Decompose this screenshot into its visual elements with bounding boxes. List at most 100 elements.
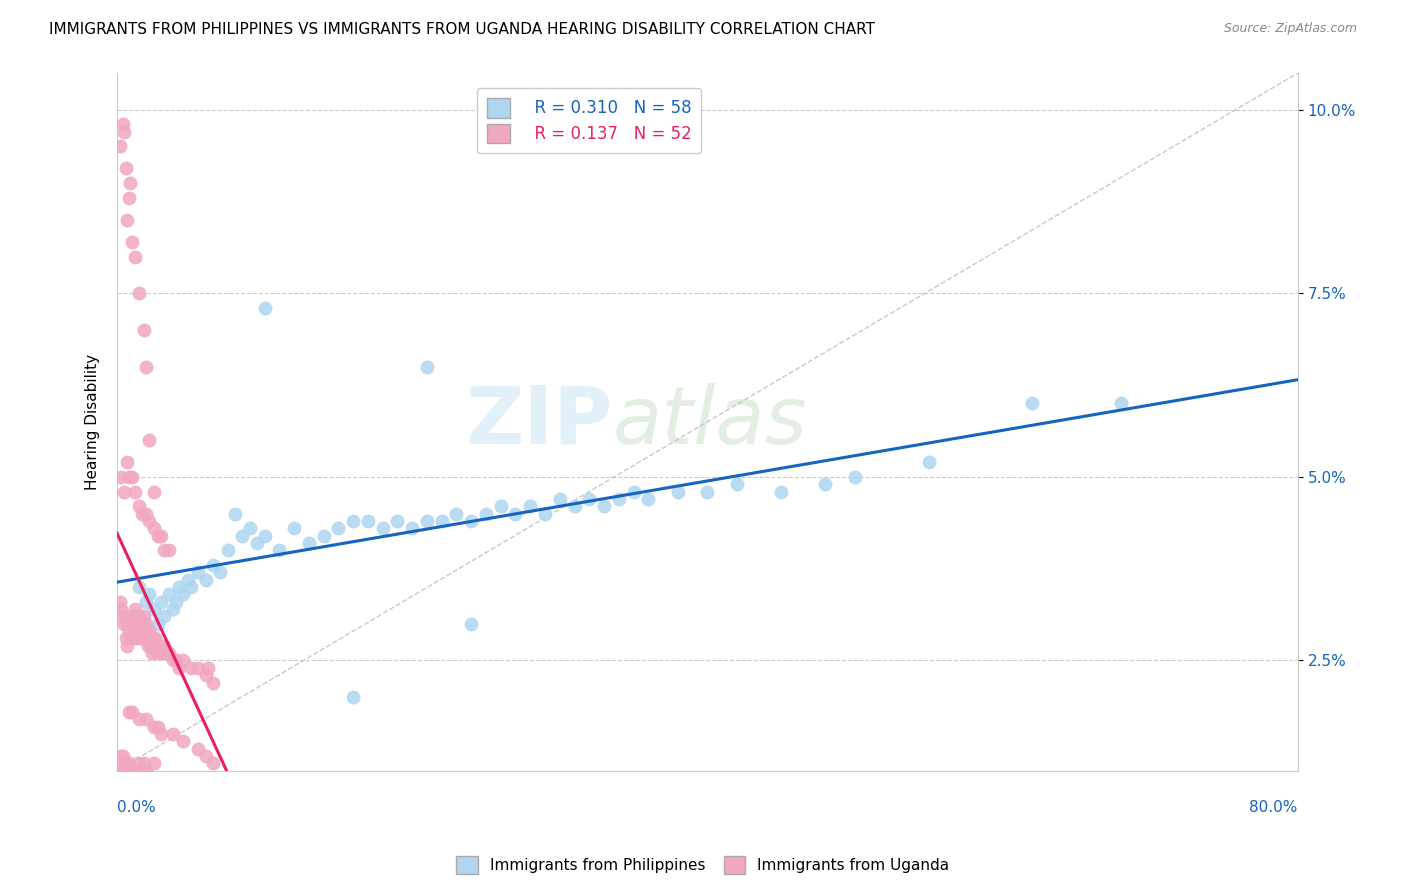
- Point: [416, 514, 439, 528]
- Point: [312, 528, 335, 542]
- Point: [121, 235, 143, 249]
- Point: [142, 521, 165, 535]
- Point: [141, 646, 163, 660]
- Point: [148, 720, 170, 734]
- Point: [637, 491, 659, 506]
- Point: [519, 500, 541, 514]
- Legend: Immigrants from Philippines, Immigrants from Uganda: Immigrants from Philippines, Immigrants …: [450, 850, 956, 880]
- Point: [138, 587, 160, 601]
- Text: IMMIGRANTS FROM PHILIPPINES VS IMMIGRANTS FROM UGANDA HEARING DISABILITY CORRELA: IMMIGRANTS FROM PHILIPPINES VS IMMIGRANT…: [49, 22, 875, 37]
- Point: [165, 653, 187, 667]
- Point: [460, 616, 482, 631]
- Point: [132, 756, 155, 771]
- Point: [357, 514, 380, 528]
- Point: [152, 646, 174, 660]
- Point: [153, 543, 176, 558]
- Point: [157, 646, 180, 660]
- Y-axis label: Hearing Disability: Hearing Disability: [86, 354, 100, 490]
- Point: [114, 756, 136, 771]
- Point: [118, 470, 141, 484]
- Point: [460, 514, 482, 528]
- Point: [167, 580, 190, 594]
- Point: [155, 646, 177, 660]
- Point: [121, 632, 143, 646]
- Point: [124, 602, 146, 616]
- Point: [165, 595, 187, 609]
- Point: [148, 646, 170, 660]
- Point: [112, 616, 135, 631]
- Point: [725, 477, 748, 491]
- Point: [157, 543, 180, 558]
- Point: [117, 212, 139, 227]
- Point: [814, 477, 837, 491]
- Point: [138, 514, 160, 528]
- Point: [246, 536, 269, 550]
- Point: [342, 514, 364, 528]
- Point: [153, 639, 176, 653]
- Point: [150, 595, 173, 609]
- Point: [135, 359, 157, 374]
- Point: [142, 756, 165, 771]
- Point: [121, 705, 143, 719]
- Point: [128, 712, 150, 726]
- Point: [114, 161, 136, 176]
- Point: [269, 543, 291, 558]
- Point: [135, 507, 157, 521]
- Point: [430, 514, 453, 528]
- Point: [110, 756, 132, 771]
- Point: [135, 595, 157, 609]
- Point: [121, 609, 143, 624]
- Point: [177, 573, 200, 587]
- Point: [239, 521, 262, 535]
- Point: [114, 632, 136, 646]
- Point: [117, 764, 139, 778]
- Point: [146, 639, 169, 653]
- Point: [172, 653, 194, 667]
- Point: [342, 690, 364, 705]
- Point: [138, 433, 160, 447]
- Point: [108, 139, 131, 153]
- Point: [121, 764, 143, 778]
- Point: [844, 470, 866, 484]
- Point: [135, 764, 157, 778]
- Point: [127, 632, 149, 646]
- Point: [142, 720, 165, 734]
- Point: [446, 507, 468, 521]
- Point: [138, 624, 160, 639]
- Point: [505, 507, 527, 521]
- Point: [401, 521, 423, 535]
- Point: [110, 470, 132, 484]
- Point: [1109, 396, 1132, 410]
- Point: [172, 734, 194, 748]
- Point: [548, 491, 571, 506]
- Point: [142, 632, 165, 646]
- Point: [127, 756, 149, 771]
- Text: atlas: atlas: [613, 383, 807, 461]
- Point: [187, 661, 209, 675]
- Point: [129, 616, 152, 631]
- Point: [162, 602, 184, 616]
- Point: [135, 616, 157, 631]
- Point: [194, 573, 217, 587]
- Legend:   R = 0.310   N = 58,   R = 0.137   N = 52: R = 0.310 N = 58, R = 0.137 N = 52: [477, 88, 702, 153]
- Point: [128, 580, 150, 594]
- Point: [696, 484, 718, 499]
- Point: [118, 705, 141, 719]
- Text: 80.0%: 80.0%: [1250, 800, 1298, 815]
- Point: [111, 117, 134, 131]
- Point: [770, 484, 793, 499]
- Point: [108, 595, 131, 609]
- Point: [124, 764, 146, 778]
- Point: [128, 286, 150, 301]
- Point: [253, 301, 276, 315]
- Point: [150, 528, 173, 542]
- Point: [132, 323, 155, 337]
- Point: [564, 500, 586, 514]
- Point: [125, 616, 148, 631]
- Point: [1021, 396, 1043, 410]
- Text: 0.0%: 0.0%: [117, 800, 156, 815]
- Point: [135, 624, 157, 639]
- Point: [150, 727, 173, 741]
- Point: [162, 653, 184, 667]
- Text: ZIP: ZIP: [465, 383, 613, 461]
